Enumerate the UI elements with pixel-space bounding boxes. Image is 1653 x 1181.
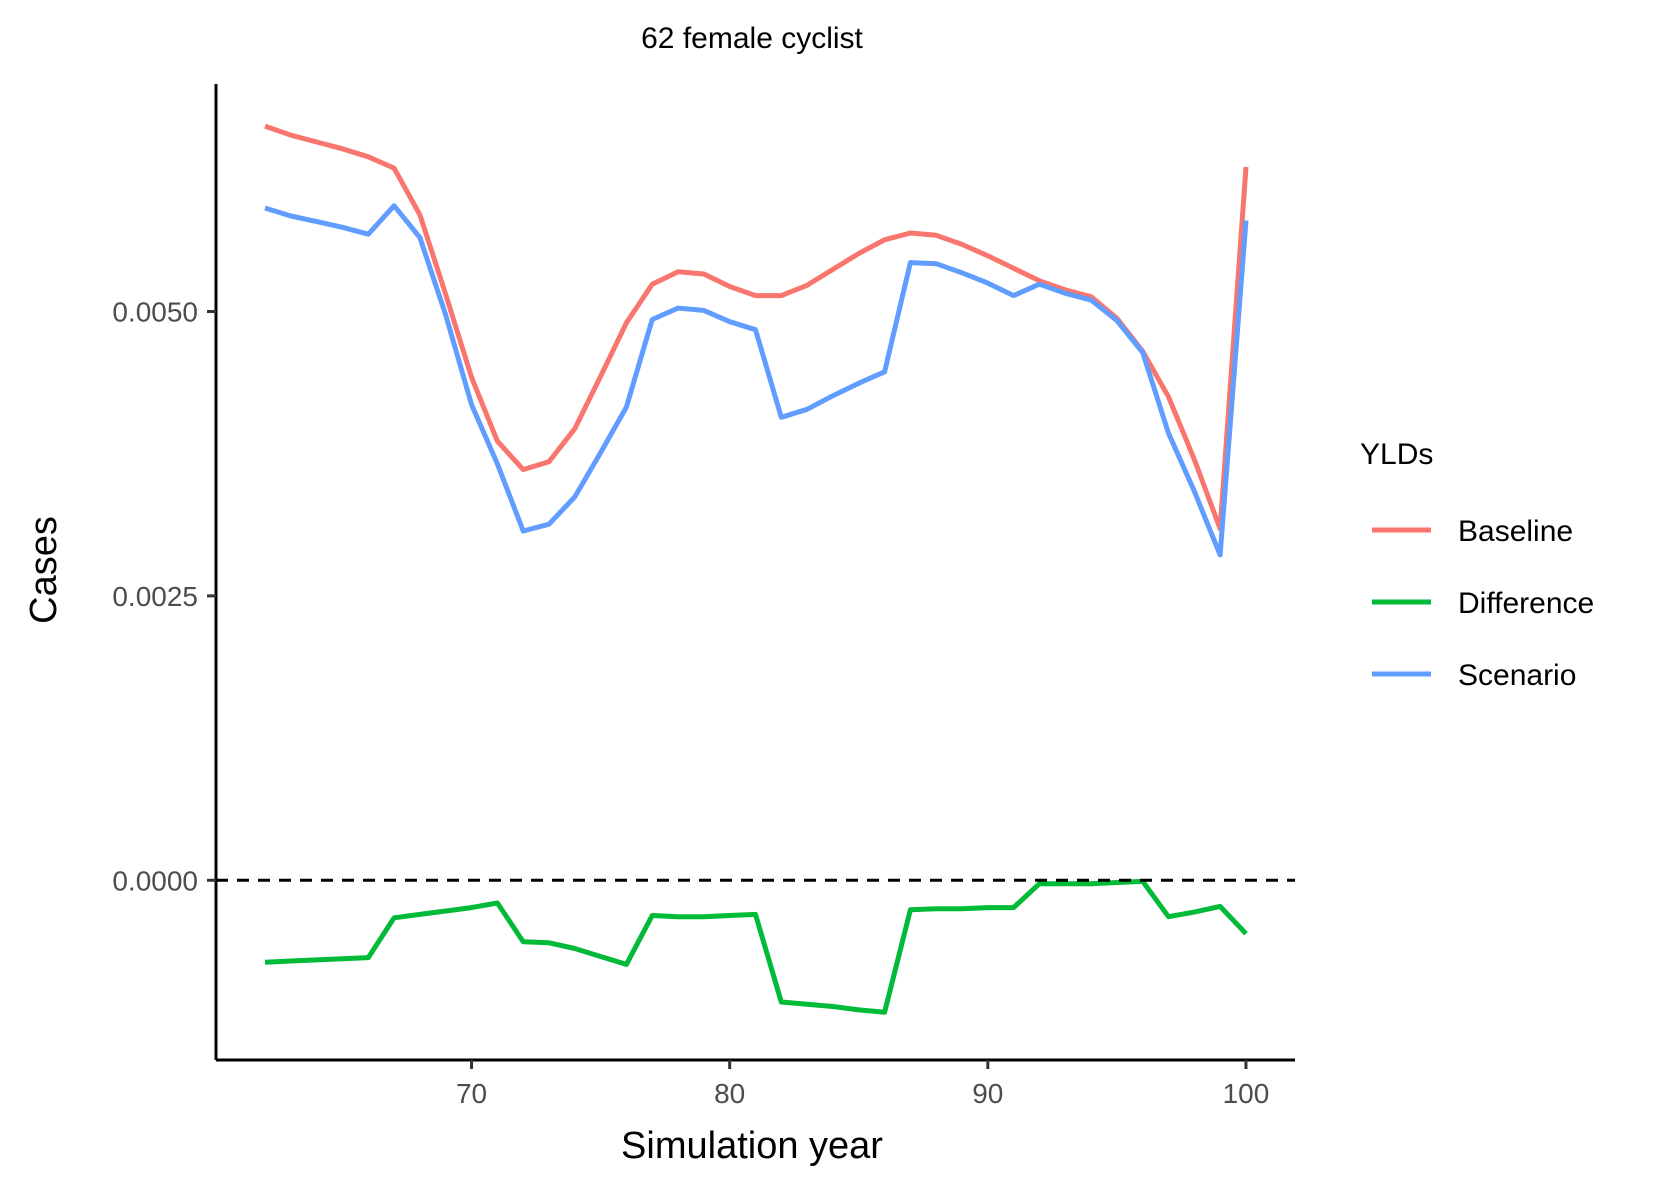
y-tick-label: 0.0000 bbox=[112, 865, 198, 896]
legend-title: YLDs bbox=[1360, 438, 1433, 471]
legend: YLDs Baseline Difference Scenario bbox=[1360, 438, 1594, 692]
x-tick-label: 80 bbox=[714, 1078, 745, 1109]
y-axis-ticks: 0.0000 0.0025 0.0050 bbox=[112, 297, 216, 896]
x-tick-label: 70 bbox=[456, 1078, 487, 1109]
y-axis-title: Cases bbox=[23, 516, 65, 624]
plot-lines bbox=[264, 123, 1249, 1015]
legend-label-baseline: Baseline bbox=[1458, 515, 1573, 548]
y-tick-label: 0.0050 bbox=[112, 297, 198, 328]
legend-label-scenario: Scenario bbox=[1458, 659, 1576, 692]
x-tick-label: 100 bbox=[1223, 1078, 1270, 1109]
series-line-scenario bbox=[264, 203, 1249, 558]
x-axis-ticks: 70 80 90 100 bbox=[456, 1060, 1269, 1109]
series-line-baseline bbox=[264, 123, 1249, 532]
y-tick-label: 0.0025 bbox=[112, 581, 198, 612]
chart-title: 62 female cyclist bbox=[641, 22, 863, 55]
legend-label-difference: Difference bbox=[1458, 587, 1594, 620]
x-axis-title: Simulation year bbox=[621, 1125, 883, 1167]
x-tick-label: 90 bbox=[972, 1078, 1003, 1109]
series-line-difference bbox=[264, 878, 1248, 1015]
